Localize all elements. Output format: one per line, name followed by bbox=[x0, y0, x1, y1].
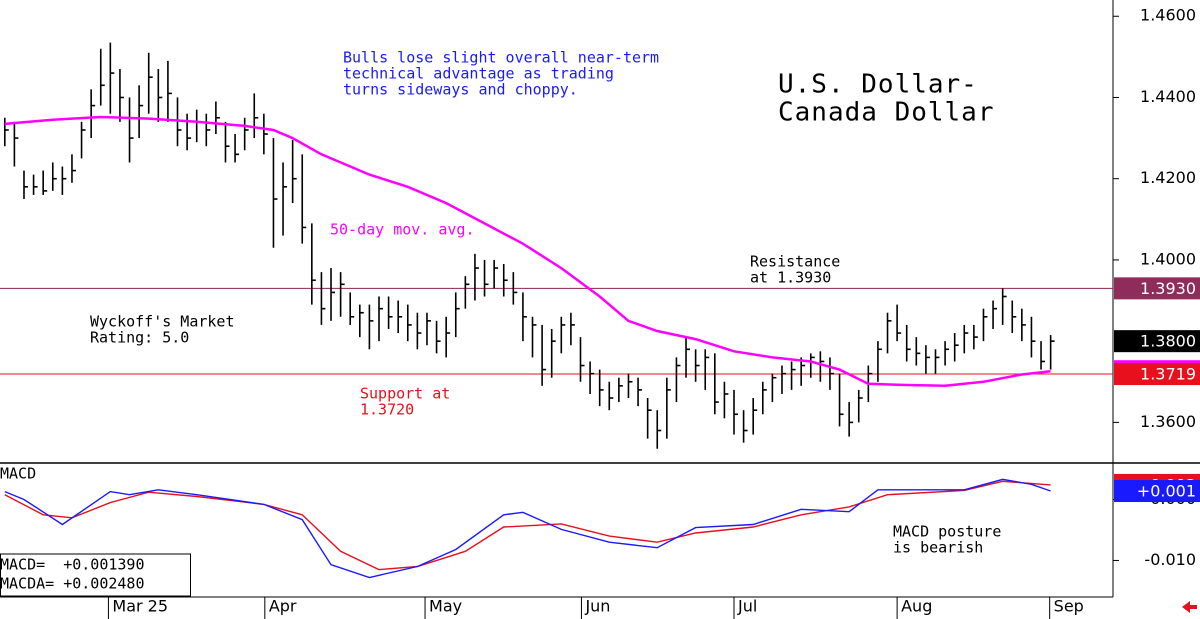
ma-label: 50-day mov. avg. bbox=[330, 221, 475, 239]
y-tick-label: 1.4400 bbox=[1140, 87, 1196, 106]
moving-average bbox=[4, 115, 1051, 388]
x-tick-label: Jul bbox=[737, 597, 757, 616]
readout-box bbox=[0, 553, 191, 597]
scroll-arrow[interactable] bbox=[1182, 601, 1197, 613]
x-tick-label: Sep bbox=[1054, 597, 1084, 616]
annotation: Support at bbox=[360, 385, 450, 403]
chart-title: Canada Dollar bbox=[778, 98, 995, 128]
annotation: technical advantage as trading bbox=[343, 65, 614, 83]
readout: MACDA= +0.002480 bbox=[0, 575, 145, 593]
x-tick-label: Aug bbox=[901, 597, 932, 616]
annotation: is bearish bbox=[893, 539, 983, 557]
level-box bbox=[1114, 363, 1200, 386]
x-tick-label: Jun bbox=[584, 597, 610, 616]
y-tick-label: -0.010 bbox=[1144, 550, 1196, 569]
annotation: 1.3720 bbox=[360, 401, 414, 419]
last-close-box bbox=[1114, 330, 1200, 353]
chart-title: U.S. Dollar- bbox=[778, 70, 978, 100]
annotation: Wyckoff's Market bbox=[90, 313, 235, 331]
y-tick-label: 1.4200 bbox=[1140, 168, 1196, 187]
y-tick-label: 1.4600 bbox=[1140, 6, 1196, 25]
x-tick-label: May bbox=[429, 597, 462, 616]
macd-last-box bbox=[1114, 480, 1200, 503]
annotation: Resistance bbox=[750, 253, 840, 271]
readout: MACD= +0.001390 bbox=[0, 556, 145, 574]
macd-line bbox=[4, 478, 1051, 579]
last-close-label: 1.3800 bbox=[1140, 332, 1196, 351]
macd-line bbox=[4, 480, 1051, 571]
level-label: 1.3930 bbox=[1140, 279, 1196, 298]
x-tick-label: Mar 25 bbox=[112, 597, 168, 616]
level-label: 1.3719 bbox=[1140, 365, 1196, 384]
level-box bbox=[1114, 277, 1200, 300]
x-tick-label: Apr bbox=[269, 597, 297, 616]
y-tick-label: 1.3600 bbox=[1140, 412, 1196, 431]
annotation: Rating: 5.0 bbox=[90, 329, 189, 347]
annotation: Bulls lose slight overall near-term bbox=[343, 49, 659, 67]
macd-last-label: +0.001 bbox=[1137, 482, 1196, 501]
panel-title: MACD bbox=[0, 465, 36, 483]
annotation: at 1.3930 bbox=[750, 269, 831, 287]
annotation: turns sideways and choppy. bbox=[343, 81, 578, 99]
annotation: MACD posture bbox=[893, 523, 1001, 541]
y-tick-label: 1.4000 bbox=[1140, 249, 1196, 268]
